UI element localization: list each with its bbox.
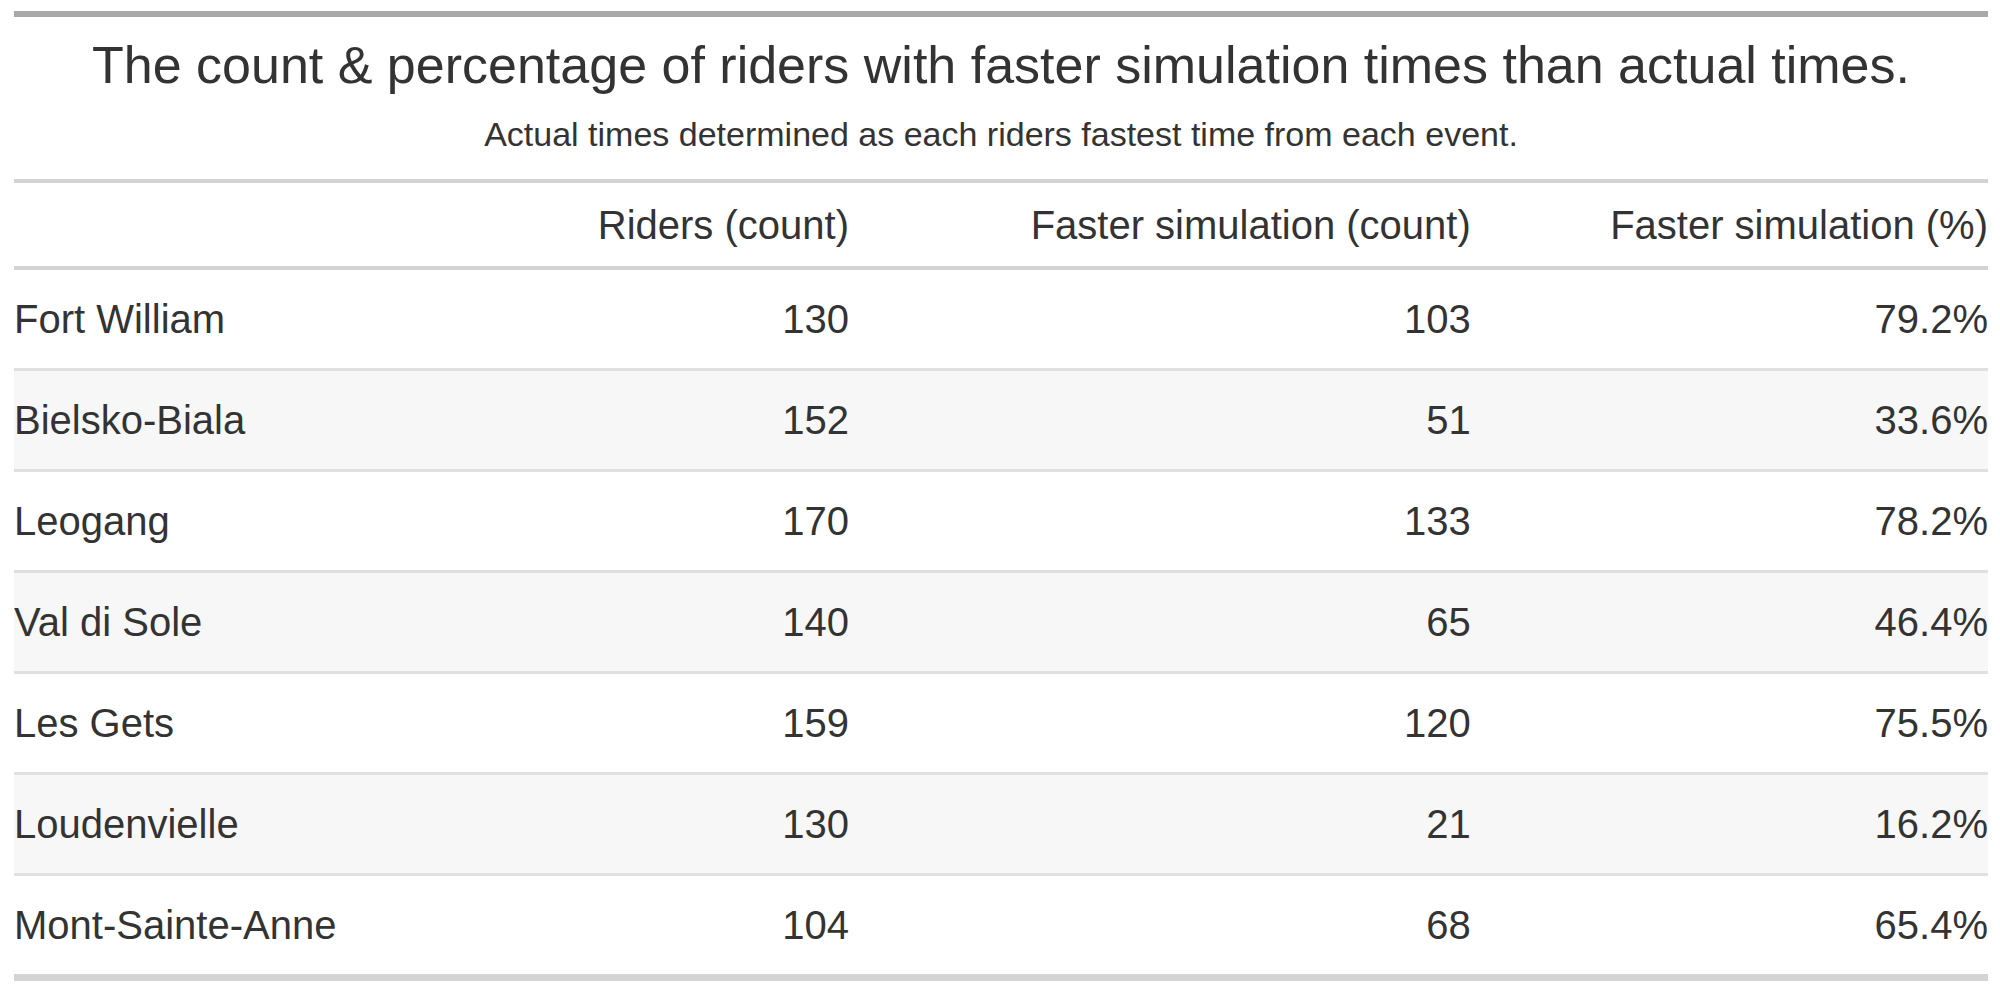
table-row: Mont-Sainte-Anne1046865.4% [14,874,1988,974]
column-header-event [14,183,533,268]
value-cell: 33.6% [1471,369,1988,470]
table-body: Fort William13010379.2%Bielsko-Biala1525… [14,268,1988,974]
event-name-cell: Fort William [14,268,533,370]
table-title: The count & percentage of riders with fa… [22,33,1980,98]
value-cell: 21 [849,773,1471,874]
value-cell: 79.2% [1471,268,1988,370]
value-cell: 133 [849,470,1471,571]
value-cell: 130 [533,773,849,874]
event-name-cell: Val di Sole [14,571,533,672]
value-cell: 152 [533,369,849,470]
event-name-cell: Mont-Sainte-Anne [14,874,533,974]
column-header-faster-simulation-count: Faster simulation (count) [849,183,1471,268]
value-cell: 68 [849,874,1471,974]
event-name-cell: Les Gets [14,672,533,773]
event-name-cell: Loudenvielle [14,773,533,874]
value-cell: 78.2% [1471,470,1988,571]
value-cell: 46.4% [1471,571,1988,672]
value-cell: 75.5% [1471,672,1988,773]
column-labels-row: Riders (count) Faster simulation (count)… [14,183,1988,268]
table-row: Fort William13010379.2% [14,268,1988,370]
results-table: The count & percentage of riders with fa… [14,11,1988,981]
value-cell: 130 [533,268,849,370]
event-name-cell: Leogang [14,470,533,571]
value-cell: 51 [849,369,1471,470]
table-row: Loudenvielle1302116.2% [14,773,1988,874]
table-header: Riders (count) Faster simulation (count)… [14,183,1988,268]
column-header-riders-count: Riders (count) [533,183,849,268]
column-header-faster-simulation-pct: Faster simulation (%) [1471,183,1988,268]
value-cell: 65 [849,571,1471,672]
value-cell: 170 [533,470,849,571]
table-row: Les Gets15912075.5% [14,672,1988,773]
table-row: Bielsko-Biala1525133.6% [14,369,1988,470]
event-name-cell: Bielsko-Biala [14,369,533,470]
table-subtitle: Actual times determined as each riders f… [22,114,1980,155]
table-row: Leogang17013378.2% [14,470,1988,571]
table-heading: The count & percentage of riders with fa… [14,17,1988,183]
value-cell: 120 [849,672,1471,773]
value-cell: 104 [533,874,849,974]
value-cell: 16.2% [1471,773,1988,874]
table-row: Val di Sole1406546.4% [14,571,1988,672]
value-cell: 140 [533,571,849,672]
data-table: Riders (count) Faster simulation (count)… [14,183,1988,974]
value-cell: 103 [849,268,1471,370]
value-cell: 159 [533,672,849,773]
value-cell: 65.4% [1471,874,1988,974]
